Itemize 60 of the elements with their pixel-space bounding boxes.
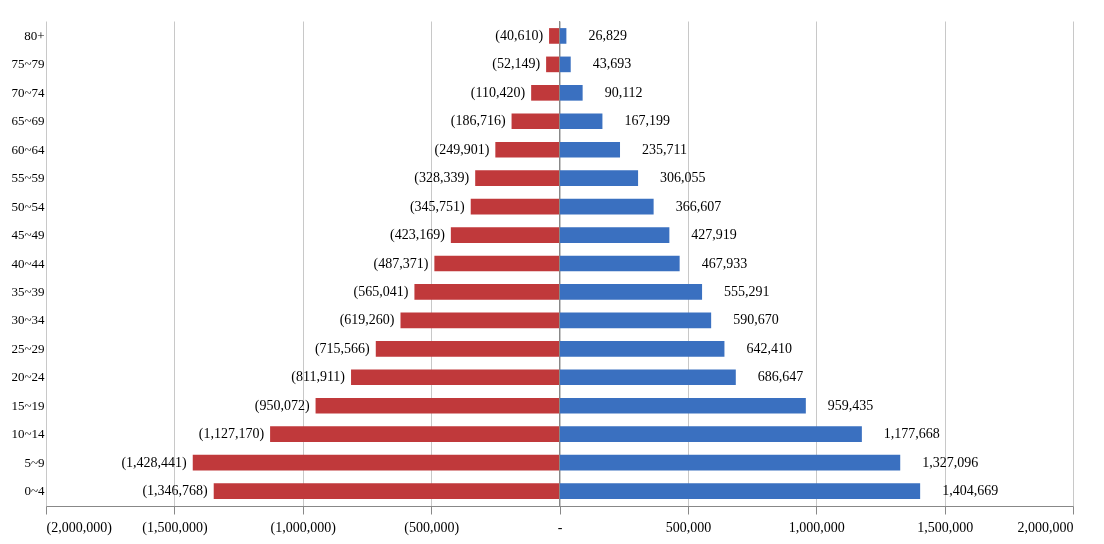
y-tick-label: 75~79 [11, 56, 45, 72]
data-label: (110,420) [470, 84, 526, 101]
x-tick-label: - [557, 519, 563, 535]
y-tick-label: 30~34 [11, 312, 45, 328]
data-label: 427,919 [691, 227, 737, 243]
data-label: 467,933 [701, 255, 748, 271]
data-label: 306,055 [660, 170, 706, 186]
x-tick-label: 1,000,000 [788, 519, 845, 535]
x-tick-label: (1,000,000) [270, 519, 337, 536]
data-label: (40,610) [495, 27, 544, 44]
data-label: 167,199 [624, 113, 670, 129]
data-label: 26,829 [588, 27, 627, 43]
data-label: 235,711 [642, 141, 687, 157]
y-tick-label: 60~64 [11, 141, 45, 157]
data-label: (186,716) [450, 113, 506, 130]
y-tick-label: 45~49 [11, 227, 45, 243]
y-tick-label: 80+ [24, 27, 45, 43]
y-tick-label: 0~4 [24, 483, 45, 499]
data-label: 1,177,668 [883, 426, 940, 442]
y-tick-label: 70~74 [11, 84, 45, 100]
data-label: (619,260) [339, 312, 395, 329]
x-tick-label: (500,000) [404, 519, 460, 536]
y-tick-label: 35~39 [11, 283, 45, 299]
data-label: 959,435 [827, 397, 874, 413]
y-tick-label: 50~54 [11, 198, 45, 214]
y-tick-label: 25~29 [11, 340, 45, 356]
y-tick-label: 40~44 [11, 255, 45, 271]
x-tick-label: 1,500,000 [917, 519, 974, 535]
data-label: (328,339) [414, 170, 470, 187]
data-label: (950,072) [254, 397, 310, 414]
data-label: 43,693 [592, 56, 632, 72]
data-label: (423,169) [390, 227, 446, 244]
data-label: (565,041) [353, 283, 409, 300]
y-tick-label: 5~9 [24, 454, 45, 470]
y-tick-label: 10~14 [11, 426, 45, 442]
data-label: 686,647 [757, 369, 804, 385]
y-tick-label: 15~19 [11, 397, 45, 413]
x-tick-label: (1,500,000) [142, 519, 208, 536]
x-tick-label: 500,000 [665, 519, 712, 535]
data-label: 90,112 [604, 84, 643, 100]
data-label: 555,291 [724, 283, 770, 299]
data-label: 590,670 [733, 312, 779, 328]
data-label: (1,346,768) [142, 483, 209, 500]
data-label: (1,428,441) [121, 454, 188, 471]
data-label: (811,911) [291, 369, 346, 386]
y-tick-label: 65~69 [11, 113, 45, 129]
data-label: 642,410 [746, 340, 792, 356]
y-tick-label: 20~24 [11, 369, 45, 385]
data-label: 1,327,096 [922, 454, 979, 470]
y-tick-label: 55~59 [11, 170, 45, 186]
data-label: (52,149) [492, 56, 541, 73]
data-label: (1,127,170) [198, 426, 265, 443]
data-label: 366,607 [675, 198, 722, 214]
data-label: (249,901) [434, 141, 490, 158]
x-tick-label: (2,000,000) [46, 519, 113, 536]
data-label: 1,404,669 [942, 483, 999, 499]
x-tick-label: 2,000,000 [1017, 519, 1074, 535]
data-label: (487,371) [373, 255, 429, 272]
data-label: (715,566) [314, 340, 371, 357]
data-label: (345,751) [409, 198, 466, 215]
